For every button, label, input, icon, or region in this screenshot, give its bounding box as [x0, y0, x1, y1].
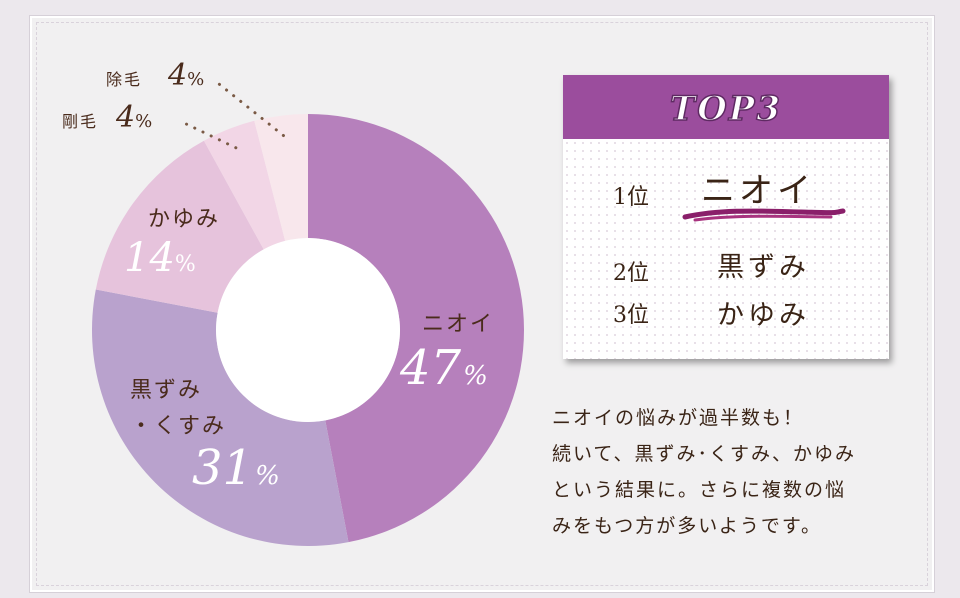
- summary-line-1: ニオイの悩みが過半数も！: [552, 407, 805, 429]
- rank-3-label: 3位: [613, 303, 649, 328]
- percent-itch: 14%: [124, 235, 196, 281]
- percent-dark: 31%: [192, 440, 280, 496]
- label-dark-line2: ・くすみ: [130, 414, 227, 439]
- leader-thick-hair: [180, 120, 238, 150]
- slice-dark: [92, 289, 349, 546]
- rank-1-underline: [682, 208, 846, 222]
- percent-odor: 47%: [400, 340, 488, 396]
- slice-odor: [308, 114, 525, 543]
- rank-1-name: ニオイ: [701, 171, 815, 211]
- rank-1-label: 1位: [613, 185, 649, 210]
- label-thick-hair: 剛毛: [62, 112, 99, 131]
- label-itch: かゆみ: [148, 207, 221, 232]
- rank-2-label: 2位: [613, 261, 649, 286]
- slice-itch: [95, 140, 264, 313]
- summary-line-3: という結果に。さらに複数の悩: [552, 479, 847, 501]
- donut-hole: [216, 238, 400, 422]
- rank-3-name: かゆみ: [717, 300, 810, 331]
- summary-text: ニオイの悩みが過半数も！ 続いて、黒ずみ･くすみ、かゆみ という結果に。さらに複…: [552, 400, 912, 544]
- leader-hair-removal: [212, 78, 285, 138]
- percent-thick-hair: 4%: [116, 100, 153, 135]
- label-odor: ニオイ: [422, 312, 495, 337]
- top3-header: TOP3: [563, 75, 889, 139]
- summary-line-4: みをもつ方が多いようです。: [552, 515, 822, 537]
- frame-border: [36, 22, 928, 586]
- slice-thick-hair: [203, 120, 286, 250]
- top3-title: TOP3: [669, 88, 783, 130]
- rank-2-name: 黒ずみ: [717, 252, 810, 283]
- top3-card: TOP3 1位 ニオイ 2位 黒ずみ 3位 かゆみ: [563, 75, 889, 359]
- label-hair-removal: 除毛: [106, 70, 143, 89]
- label-dark-line1: 黒ずみ: [130, 378, 203, 403]
- summary-line-2: 続いて、黒ずみ･くすみ、かゆみ: [552, 443, 856, 465]
- percent-hair-removal: 4%: [168, 58, 205, 93]
- slice-hair-removal: [254, 114, 308, 241]
